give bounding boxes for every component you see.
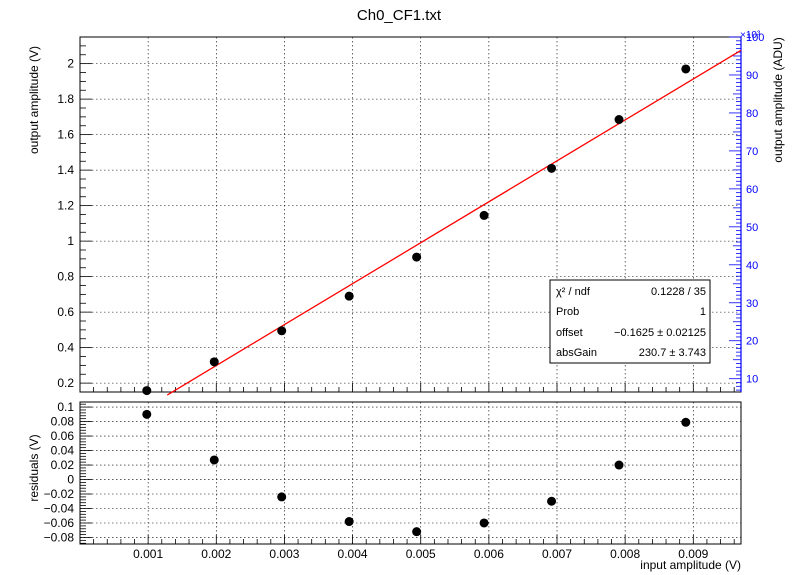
residual-point — [547, 496, 557, 506]
y-tick-label: 1.2 — [57, 199, 74, 213]
right-y-tick-label: 30 — [746, 298, 758, 310]
right-axis-exponent-label: ×10³ — [740, 30, 761, 41]
y-tick-label: 0.02 — [51, 458, 75, 472]
residual-point — [681, 417, 691, 427]
x-tick-label: 0.003 — [269, 547, 299, 561]
x-tick-label: 0.006 — [474, 547, 504, 561]
y-tick-label: 2 — [67, 57, 74, 71]
stats-value: 0.1228 / 35 — [651, 286, 706, 298]
data-point — [344, 291, 354, 301]
ticks-layer — [79, 36, 742, 544]
y-tick-label: 1 — [67, 234, 74, 248]
y-tick-label: −0.06 — [44, 516, 75, 530]
right-y-tick-label: 80 — [746, 108, 758, 120]
labels-layer: 0.001 0.002 0.003 0.004 0.005 0.006 0.007 0.008… — [44, 32, 765, 561]
fit-layer — [166, 49, 742, 396]
data-point — [479, 210, 489, 220]
x-tick-label: 0.008 — [610, 547, 640, 561]
y-tick-label: 0.1 — [57, 400, 74, 414]
y-tick-label: 0.8 — [57, 270, 74, 284]
right-y-tick-label: 100 — [746, 32, 764, 44]
x-tick-label: 0.005 — [406, 547, 436, 561]
stats-box: χ² / ndf 0.1228 / 35 Prob 1 offset −0.16… — [549, 279, 711, 364]
x-tick-label: 0.002 — [201, 547, 231, 561]
y-tick-label: 0 — [67, 473, 74, 487]
residual-point — [209, 455, 219, 465]
y-tick-label: 1.6 — [57, 128, 74, 142]
y-tick-label: 0.04 — [51, 444, 75, 458]
points-layer — [142, 64, 691, 537]
data-point — [209, 357, 219, 367]
right-y-tick-label: 10 — [746, 374, 758, 386]
y-tick-label: 1.8 — [57, 92, 74, 106]
right-y-tick-label: 40 — [746, 260, 758, 272]
data-point — [277, 326, 287, 336]
right-y-tick-label: 60 — [746, 184, 758, 196]
residual-point — [412, 527, 422, 537]
stats-label: χ² / ndf — [556, 286, 591, 298]
data-point — [614, 115, 624, 125]
data-point — [412, 252, 422, 262]
residual-point — [277, 492, 287, 502]
bottom-y-axis-label: residuals (V) — [27, 434, 41, 501]
y-tick-label: 0.4 — [57, 341, 74, 355]
y-tick-label: −0.02 — [44, 487, 75, 501]
stats-label: offset — [556, 327, 583, 339]
stats-value: 230.7 ± 3.743 — [639, 347, 706, 359]
y-tick-label: 0.6 — [57, 305, 74, 319]
stats-label: absGain — [556, 347, 597, 359]
y-tick-label: 0.08 — [51, 415, 75, 429]
x-tick-label: 0.001 — [133, 547, 163, 561]
x-axis-label: input amplitude (V) — [640, 558, 741, 572]
right-y-tick-label: 90 — [746, 70, 758, 82]
stats-value: 1 — [700, 306, 706, 318]
residual-point — [479, 518, 489, 528]
y-tick-label: 0.2 — [57, 376, 74, 390]
x-tick-label: 0.007 — [542, 547, 572, 561]
top-y-axis-label: output amplitude (V) — [27, 46, 41, 154]
residual-point — [142, 409, 152, 419]
y-tick-label: 1.4 — [57, 163, 74, 177]
y-tick-label: −0.08 — [44, 530, 75, 544]
stats-label: Prob — [556, 306, 579, 318]
stats-box-frame — [549, 279, 711, 364]
residual-point — [344, 517, 354, 527]
fit-line — [166, 49, 742, 396]
right-y-axis-label: output amplitude (ADU) — [771, 37, 785, 162]
residual-point — [614, 460, 624, 470]
y-tick-label: −0.04 — [44, 502, 75, 516]
x-tick-label: 0.009 — [678, 547, 708, 561]
data-point — [681, 64, 691, 74]
bottom-panel-frame — [79, 401, 742, 545]
right-y-tick-label: 70 — [746, 146, 758, 158]
stats-value: −0.1625 ± 0.02125 — [614, 327, 706, 339]
x-tick-label: 0.004 — [338, 547, 368, 561]
right-y-tick-label: 50 — [746, 222, 758, 234]
data-point — [142, 386, 152, 396]
right-y-tick-label: 20 — [746, 336, 758, 348]
y-tick-label: 0.06 — [51, 429, 75, 443]
chart-title: Ch0_CF1.txt — [357, 7, 442, 24]
data-point — [547, 163, 557, 173]
